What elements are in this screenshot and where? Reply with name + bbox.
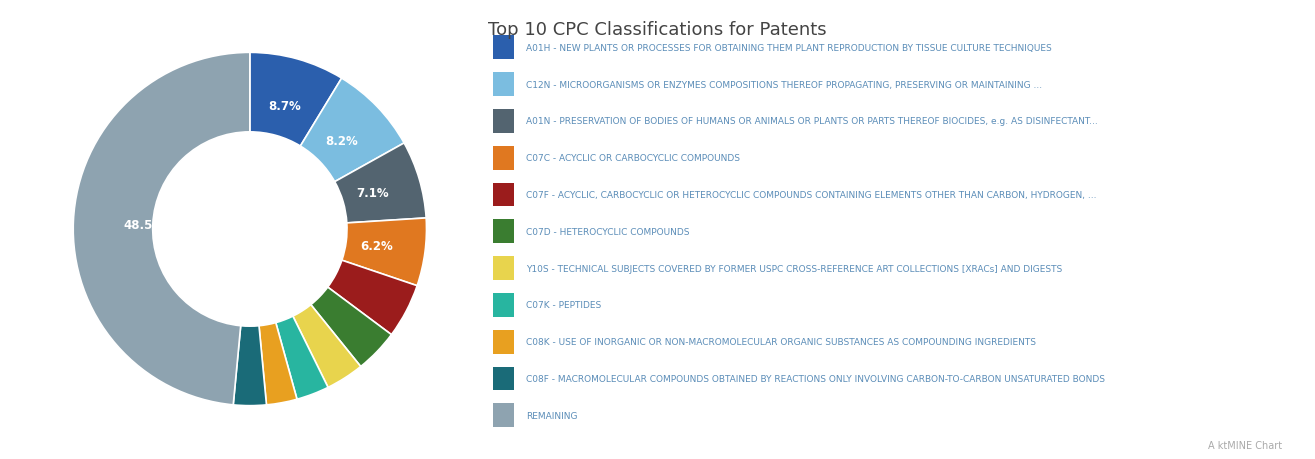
Text: Top 10 CPC Classifications for Patents: Top 10 CPC Classifications for Patents xyxy=(488,21,827,39)
Text: C12N - MICROORGANISMS OR ENZYMES COMPOSITIONS THEREOF PROPAGATING, PRESERVING OR: C12N - MICROORGANISMS OR ENZYMES COMPOSI… xyxy=(526,80,1041,90)
Text: Y10S - TECHNICAL SUBJECTS COVERED BY FORMER USPC CROSS-REFERENCE ART COLLECTIONS: Y10S - TECHNICAL SUBJECTS COVERED BY FOR… xyxy=(526,264,1063,273)
Text: C07D - HETEROCYCLIC COMPOUNDS: C07D - HETEROCYCLIC COMPOUNDS xyxy=(526,227,689,236)
Wedge shape xyxy=(74,53,250,405)
Text: A01N - PRESERVATION OF BODIES OF HUMANS OR ANIMALS OR PLANTS OR PARTS THEREOF BI: A01N - PRESERVATION OF BODIES OF HUMANS … xyxy=(526,117,1098,126)
Text: A01H - NEW PLANTS OR PROCESSES FOR OBTAINING THEM PLANT REPRODUCTION BY TISSUE C: A01H - NEW PLANTS OR PROCESSES FOR OBTAI… xyxy=(526,44,1052,53)
Wedge shape xyxy=(335,144,426,224)
Wedge shape xyxy=(250,53,342,147)
Wedge shape xyxy=(327,261,417,335)
Text: 8.2%: 8.2% xyxy=(326,134,359,147)
Text: C08F - MACROMOLECULAR COMPOUNDS OBTAINED BY REACTIONS ONLY INVOLVING CARBON-TO-C: C08F - MACROMOLECULAR COMPOUNDS OBTAINED… xyxy=(526,374,1105,383)
Wedge shape xyxy=(342,218,426,286)
Text: 48.5%: 48.5% xyxy=(124,218,164,231)
Wedge shape xyxy=(259,323,297,405)
Text: 7.1%: 7.1% xyxy=(356,187,389,200)
Text: 8.7%: 8.7% xyxy=(268,100,301,113)
Wedge shape xyxy=(310,287,392,367)
Wedge shape xyxy=(293,305,360,387)
Text: C07C - ACYCLIC OR CARBOCYCLIC COMPOUNDS: C07C - ACYCLIC OR CARBOCYCLIC COMPOUNDS xyxy=(526,154,740,163)
Wedge shape xyxy=(276,316,327,399)
Wedge shape xyxy=(300,79,404,182)
Wedge shape xyxy=(233,326,267,406)
Text: REMAINING: REMAINING xyxy=(526,411,577,420)
Text: A ktMINE Chart: A ktMINE Chart xyxy=(1208,440,1282,450)
Text: C07F - ACYCLIC, CARBOCYCLIC OR HETEROCYCLIC COMPOUNDS CONTAINING ELEMENTS OTHER : C07F - ACYCLIC, CARBOCYCLIC OR HETEROCYC… xyxy=(526,190,1097,200)
Text: C08K - USE OF INORGANIC OR NON-MACROMOLECULAR ORGANIC SUBSTANCES AS COMPOUNDING : C08K - USE OF INORGANIC OR NON-MACROMOLE… xyxy=(526,337,1036,347)
Text: C07K - PEPTIDES: C07K - PEPTIDES xyxy=(526,301,601,310)
Text: 6.2%: 6.2% xyxy=(360,240,393,253)
